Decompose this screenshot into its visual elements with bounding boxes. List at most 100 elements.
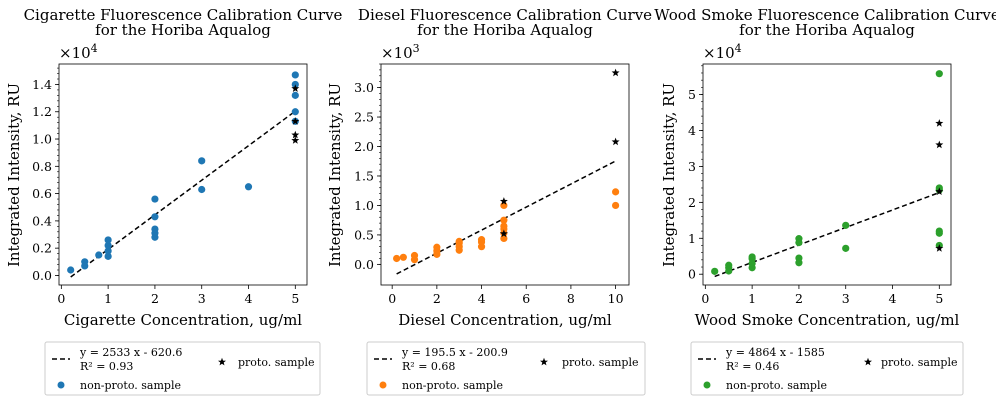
x-tick-label: 0: [701, 291, 709, 306]
legend-proto-label: proto. sample: [881, 356, 957, 369]
nonproto-point: [711, 267, 719, 275]
legend-fit-equation: y = 2533 x - 620.6: [79, 346, 182, 359]
x-tick-label: 1: [748, 291, 756, 306]
y-tick-label: 1: [688, 231, 696, 246]
legend-proto-swatch: [540, 357, 548, 366]
y-multiplier-exponent: 4: [91, 42, 98, 55]
proto-point: [935, 187, 944, 195]
nonproto-point: [393, 254, 401, 263]
y-tick-label: 0.0: [354, 257, 374, 272]
y-tick-label: 5: [688, 87, 696, 102]
legend-fit-equation: y = 4864 x - 1585: [725, 346, 825, 359]
x-tick-label: 4: [889, 291, 897, 306]
fit-line: [714, 191, 940, 278]
legend: y = 195.5 x - 200.9 R² = 0.68 non-proto.…: [366, 341, 646, 396]
x-tick-label: 2: [433, 291, 441, 306]
y-tick-label: 0.4: [32, 213, 52, 228]
y-tick-label: 1.2: [32, 104, 52, 119]
proto-point: [935, 140, 944, 149]
chart-title-line2: for the Horiba Aqualog: [95, 21, 271, 39]
x-tick-label: 3: [842, 291, 850, 306]
y-tick-label: 1.5: [354, 168, 374, 183]
x-axis-label: Diesel Concentration, ug/ml: [398, 311, 612, 329]
y-axis: 0.0 0.5 1.0 1.5 2.0 2.5 3.0: [354, 63, 381, 272]
nonproto-point: [198, 157, 206, 165]
nonproto-point: [151, 213, 159, 221]
x-tick-label: 4: [245, 291, 253, 306]
y-tick-label: 0.6: [32, 186, 52, 201]
y-tick-label: 0.5: [354, 227, 374, 242]
nonproto-point: [81, 258, 89, 266]
y-tick-label: 0.0: [32, 268, 52, 283]
nonproto-point: [244, 183, 253, 191]
chart-title-line1: Diesel Fluorescence Calibration Curve: [358, 6, 652, 24]
data-points: [67, 71, 300, 274]
y-tick-label: 3.0: [354, 80, 374, 95]
proto-point: [611, 137, 620, 146]
x-tick-label: 8: [567, 291, 575, 306]
y-tick-label: 0.8: [32, 159, 52, 174]
nonproto-point: [95, 251, 103, 259]
legend-nonproto-label: non-proto. sample: [80, 379, 181, 392]
chart-title-line1: Cigarette Fluorescence Calibration Curve: [24, 6, 343, 24]
y-multiplier-label: ×104: [59, 42, 98, 62]
proto-point: [291, 130, 300, 139]
x-tick-label: 4: [478, 291, 486, 306]
y-axis-label: Integrated Intensity, RU: [660, 83, 678, 267]
y-tick-label: 1.0: [354, 198, 374, 213]
y-axis-label: Integrated Intensity, RU: [5, 83, 23, 267]
y-tick-label: 4: [688, 123, 696, 138]
x-axis-label: Cigarette Concentration, ug/ml: [64, 311, 302, 329]
data-points: [711, 70, 944, 275]
x-axis: 0 2 4 6 8 10: [388, 285, 624, 306]
nonproto-point: [151, 225, 159, 233]
nonproto-point: [291, 108, 299, 116]
legend-nonproto-swatch: [379, 381, 387, 389]
nonproto-point: [795, 235, 803, 243]
x-axis: 0 1 2 3 4 5: [57, 285, 299, 306]
legend-proto-label: proto. sample: [238, 356, 314, 369]
nonproto-point: [611, 188, 620, 196]
proto-point: [291, 84, 300, 92]
nonproto-point: [842, 221, 850, 229]
legend-proto-swatch: [218, 357, 226, 366]
legend: y = 4864 x - 1585 R² = 0.46 non-proto. s…: [690, 341, 964, 396]
legend-proto-label: proto. sample: [562, 356, 638, 369]
nonproto-point: [433, 243, 441, 251]
panel-diesel: Diesel Fluorescence Calibration Curve fo…: [326, 6, 652, 396]
proto-point: [499, 229, 508, 238]
panel-cigarette: Cigarette Fluorescence Calibration Curve…: [5, 6, 343, 396]
legend-fit-r2: R² = 0.46: [726, 360, 779, 373]
x-tick-label: 10: [608, 291, 624, 306]
x-tick-label: 0: [57, 291, 65, 306]
x-tick-label: 2: [151, 291, 159, 306]
y-tick-label: 2.0: [354, 139, 374, 154]
plot-area: [58, 63, 308, 286]
y-multiplier-label: ×103: [381, 42, 420, 62]
panel-wood-smoke: Wood Smoke Fluorescence Calibration Curv…: [654, 6, 996, 396]
proto-point: [935, 244, 944, 252]
nonproto-point: [500, 222, 508, 230]
nonproto-point: [935, 70, 943, 78]
proto-point: [611, 68, 620, 77]
plot-area: [702, 63, 952, 286]
nonproto-point: [104, 236, 112, 244]
legend-nonproto-label: non-proto. sample: [726, 379, 827, 392]
data-points: [393, 68, 620, 264]
legend-fit-equation: y = 195.5 x - 200.9: [401, 346, 508, 359]
chart-title-line2: for the Horiba Aqualog: [739, 21, 915, 39]
nonproto-point: [104, 247, 112, 255]
y-tick-label: 0: [688, 267, 696, 282]
legend-nonproto-swatch: [703, 381, 711, 389]
chart-title-line2: for the Horiba Aqualog: [417, 21, 593, 39]
nonproto-point: [410, 251, 419, 260]
legend-frame: [366, 341, 646, 396]
legend-frame: [690, 341, 964, 396]
y-axis: 0 1 2 3 4 5: [688, 65, 703, 282]
nonproto-point: [104, 252, 112, 260]
y-tick-label: 2.5: [354, 110, 374, 125]
proto-point: [935, 119, 944, 127]
x-axis-label: Wood Smoke Concentration, ug/ml: [695, 311, 960, 329]
nonproto-point: [104, 241, 112, 250]
plot-area: [380, 63, 630, 286]
